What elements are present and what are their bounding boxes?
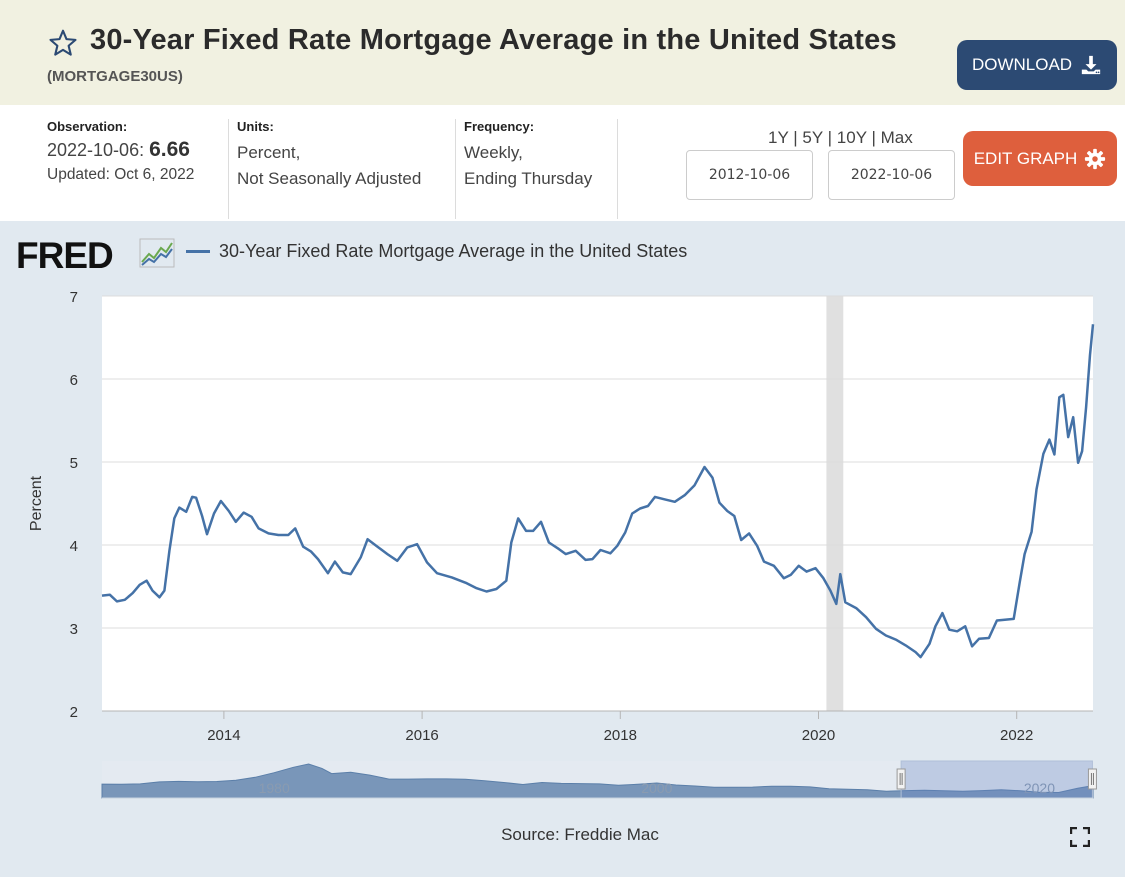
x-tick-label: 2014 — [207, 727, 240, 744]
y-tick-label: 7 — [70, 289, 78, 306]
x-tick-label: 2016 — [405, 727, 438, 744]
navigator-handle-left[interactable] — [896, 768, 906, 790]
page-title: 30-Year Fixed Rate Mortgage Average in t… — [90, 24, 897, 56]
download-icon — [1081, 55, 1101, 75]
observation-date: 2022-10-06: — [47, 140, 145, 160]
range-selector: 1Y | 5Y | 10Y | Max — [768, 128, 913, 148]
range-separator: | — [827, 128, 833, 147]
y-tick-label: 6 — [70, 372, 78, 389]
navigator-label: 2020 — [1024, 780, 1055, 796]
series-meta: Observation: 2022-10-06: 6.66 Updated: O… — [0, 105, 1125, 221]
units-line-1: Percent, — [237, 143, 301, 162]
edit-graph-label: EDIT GRAPH — [973, 148, 1078, 168]
chart: 2 3 4 5 6 7 2014 2016 2018 2020 2022 Percent 1980 200… — [28, 289, 1097, 844]
observation-value: 6.66 — [149, 138, 190, 161]
range-max[interactable]: Max — [880, 128, 913, 147]
navigator-label: 1980 — [259, 780, 290, 796]
x-tick-label: 2018 — [604, 727, 637, 744]
updated-date: Updated: Oct 6, 2022 — [47, 166, 195, 183]
legend-label: 30-Year Fixed Rate Mortgage Average in t… — [219, 241, 688, 261]
series-id: (MORTGAGE30US) — [47, 68, 183, 85]
y-tick-label: 3 — [70, 621, 78, 638]
x-tick-label: 2022 — [1000, 727, 1033, 744]
range-10y[interactable]: 10Y — [836, 128, 867, 147]
star-outline-icon[interactable] — [48, 28, 78, 58]
legend-swatch — [186, 250, 210, 253]
navigator-label: 2000 — [641, 780, 672, 796]
observation-label: Observation: — [47, 119, 128, 134]
units-label: Units: — [237, 119, 274, 134]
end-date-input[interactable] — [828, 150, 955, 200]
range-separator: | — [871, 128, 876, 147]
gear-icon — [1085, 148, 1106, 169]
frequency-label: Frequency: — [464, 119, 535, 134]
x-tick-label: 2020 — [802, 727, 835, 744]
range-5y[interactable]: 5Y — [802, 128, 823, 147]
series-header: 30-Year Fixed Rate Mortgage Average in t… — [0, 0, 1125, 105]
frequency-line-2: Ending Thursday — [464, 169, 593, 188]
range-separator: | — [793, 128, 798, 147]
series-line — [101, 324, 1095, 659]
fred-logo[interactable]: FRED — [16, 235, 114, 276]
download-button-label: DOWNLOAD — [971, 55, 1073, 74]
edit-graph-button[interactable]: EDIT GRAPH — [963, 131, 1117, 186]
y-tick-label: 2 — [70, 704, 78, 721]
plot-area — [102, 296, 1093, 711]
units-line-2: Not Seasonally Adjusted — [237, 169, 422, 188]
units-block: Units: Percent, Not Seasonally Adjusted — [228, 119, 456, 219]
navigator-selection — [900, 760, 1093, 799]
y-axis-title: Percent — [28, 475, 45, 531]
recession-band — [826, 296, 844, 711]
navigator-area — [101, 763, 1094, 799]
chart-source: Source: Freddie Mac — [501, 825, 659, 844]
frequency-line-1: Weekly, — [464, 143, 523, 162]
fullscreen-icon[interactable] — [1070, 827, 1090, 847]
frequency-block: Frequency: Weekly, Ending Thursday — [455, 119, 618, 219]
navigator-handle-right[interactable] — [1087, 768, 1097, 790]
download-button[interactable]: DOWNLOAD — [957, 40, 1117, 90]
y-tick-label: 5 — [70, 455, 78, 472]
observation-block: Observation: 2022-10-06: 6.66 Updated: O… — [47, 119, 194, 219]
chart-legend: 30-Year Fixed Rate Mortgage Average in t… — [186, 241, 687, 262]
start-date-input[interactable] — [686, 150, 813, 200]
y-tick-label: 4 — [70, 538, 78, 555]
range-1y[interactable]: 1Y — [768, 128, 789, 147]
fred-chart-icon — [139, 238, 175, 268]
